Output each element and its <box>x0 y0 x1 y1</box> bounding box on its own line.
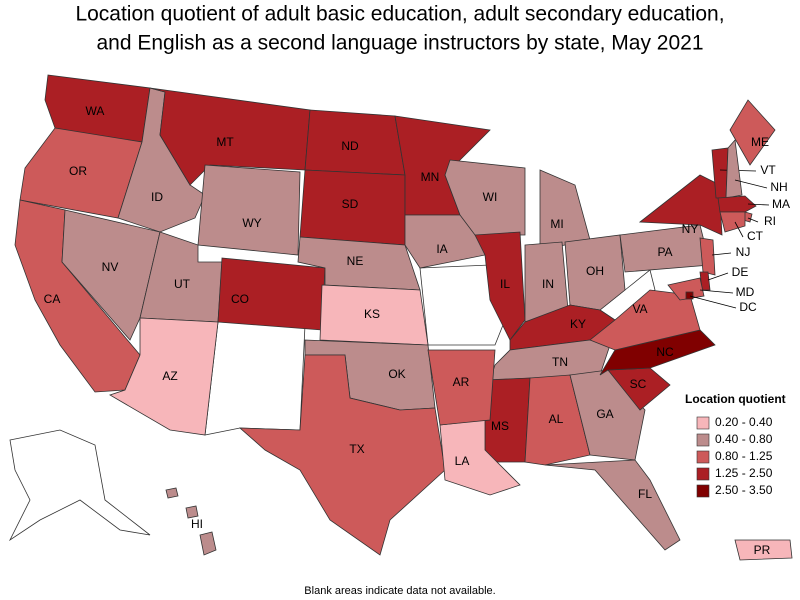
state-label: WI <box>483 190 498 204</box>
leader-line <box>747 217 759 223</box>
state <box>19 127 143 219</box>
state-label: HI <box>191 517 203 531</box>
state-blank <box>8 429 151 542</box>
state-label: NH <box>770 180 787 194</box>
footnote: Blank areas indicate data not available. <box>304 585 495 597</box>
state-label: MA <box>772 197 790 211</box>
legend-label: 2.50 - 3.50 <box>715 483 773 497</box>
title-line: and English as a second language instruc… <box>96 32 703 55</box>
state <box>699 237 716 276</box>
state <box>165 487 179 499</box>
blank-states <box>8 264 656 542</box>
leader-line <box>734 221 744 238</box>
state-label: MS <box>491 419 509 433</box>
state-label: OH <box>586 264 604 278</box>
state <box>197 164 301 256</box>
legend-label: 0.20 - 0.40 <box>715 415 773 429</box>
state <box>667 277 705 301</box>
state-label: CA <box>44 292 61 306</box>
state-label: KY <box>570 317 586 331</box>
state-label: IN <box>542 277 554 291</box>
leader-line <box>689 295 737 309</box>
state <box>427 349 496 426</box>
state-label: VA <box>632 302 647 316</box>
state <box>109 317 219 436</box>
legend-swatch <box>696 484 710 498</box>
state-label: PA <box>657 245 672 259</box>
state <box>717 195 757 213</box>
state-label: NY <box>682 222 699 236</box>
state-label: CT <box>747 229 764 243</box>
legend-label: 0.40 - 0.80 <box>715 432 773 446</box>
legend-label: 1.25 - 2.50 <box>715 466 773 480</box>
leader-line <box>711 252 732 256</box>
state-label: AR <box>453 375 470 389</box>
state-label: CO <box>231 292 249 306</box>
state <box>185 505 199 519</box>
state <box>539 169 591 251</box>
state-label: NC <box>656 345 674 359</box>
state-label: MD <box>736 285 755 299</box>
state-label: TX <box>349 442 364 456</box>
state <box>61 209 161 341</box>
state-label: NJ <box>736 245 751 259</box>
state <box>524 374 591 466</box>
title-line: Location quotient of adult basic educati… <box>75 3 724 26</box>
state-label: RI <box>764 214 776 228</box>
state-label: ND <box>341 139 359 153</box>
legend-label: 0.80 - 1.25 <box>715 449 773 463</box>
state-label: ME <box>751 135 769 149</box>
legend-swatch <box>696 450 710 464</box>
state <box>719 211 746 233</box>
state-label: SD <box>342 197 359 211</box>
legend-title: Location quotient <box>685 392 786 406</box>
state-label: AL <box>549 412 564 426</box>
state-label: TN <box>552 355 568 369</box>
state-label: PR <box>754 543 771 557</box>
state-label: NV <box>102 260 119 274</box>
leader-line <box>707 272 729 281</box>
state <box>734 539 793 561</box>
legend-swatch <box>696 416 710 430</box>
state <box>729 99 776 166</box>
leader-line <box>699 289 734 294</box>
state-label: WY <box>242 216 261 230</box>
state-label: OK <box>388 367 405 381</box>
state <box>238 354 446 556</box>
state-label: IL <box>500 277 510 291</box>
state-label: MI <box>550 217 563 231</box>
leader-line <box>747 203 770 206</box>
state-label: SC <box>630 377 647 391</box>
state <box>725 139 743 199</box>
state-label: MN <box>421 170 440 184</box>
state <box>544 459 681 551</box>
state-label: NE <box>347 254 364 268</box>
state-label: WA <box>86 104 105 118</box>
state <box>564 234 626 311</box>
state-label: VT <box>760 163 776 177</box>
state-label: GA <box>596 407 613 421</box>
state-label: DC <box>739 300 757 314</box>
state-label: MT <box>216 135 234 149</box>
state-label: DE <box>732 265 749 279</box>
state-label: AZ <box>162 369 177 383</box>
state-label: IA <box>436 242 447 256</box>
state-blank <box>419 264 506 346</box>
state-label: FL <box>638 487 652 501</box>
state <box>199 531 217 556</box>
state-label: LA <box>455 454 470 468</box>
state-label: UT <box>174 277 191 291</box>
state-label: ID <box>151 190 163 204</box>
state-label: OR <box>69 164 87 178</box>
state-label: KS <box>364 307 380 321</box>
leader-line <box>734 179 768 189</box>
legend-swatch <box>696 467 710 481</box>
legend-swatch <box>696 433 710 447</box>
state <box>685 291 694 300</box>
state-blank <box>204 321 306 436</box>
